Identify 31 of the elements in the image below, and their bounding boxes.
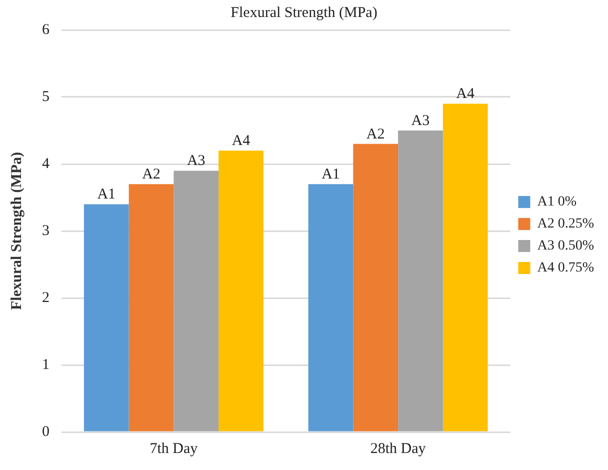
y-tick-label: 6 <box>42 22 50 38</box>
chart-title: Flexural Strength (MPa) <box>230 4 378 21</box>
legend-label: A2 0.25% <box>537 216 594 232</box>
y-tick-label: 1 <box>42 356 50 373</box>
bar <box>128 184 174 432</box>
y-tick-label: 0 <box>42 424 50 440</box>
data-label: A3 <box>186 153 206 170</box>
x-tick-label: 28th Day <box>370 440 426 457</box>
data-label: A2 <box>366 126 385 142</box>
data-label: A3 <box>411 112 430 129</box>
data-label: A1 <box>97 186 116 203</box>
bar <box>218 150 264 432</box>
y-tick-label: 5 <box>42 88 50 105</box>
data-label: A1 <box>322 166 340 183</box>
legend-label: A1 0% <box>537 194 577 210</box>
bar <box>398 130 443 432</box>
data-label: A4 <box>456 86 476 102</box>
data-label: A2 <box>142 166 160 183</box>
x-tick-label: 7th Day <box>150 440 198 457</box>
data-label: A4 <box>232 133 251 150</box>
bar <box>84 204 129 432</box>
bar <box>308 184 354 432</box>
legend-label: A3 0.50% <box>537 238 594 254</box>
bar <box>353 144 398 432</box>
y-tick-label: 4 <box>42 156 50 172</box>
legend-label: A4 0.75% <box>537 260 594 276</box>
bar <box>442 104 488 432</box>
y-axis-title: Flexural Strength (MPa) <box>8 152 25 310</box>
y-tick-label: 2 <box>42 290 50 306</box>
y-tick-label: 3 <box>42 222 50 239</box>
bar <box>174 170 219 432</box>
